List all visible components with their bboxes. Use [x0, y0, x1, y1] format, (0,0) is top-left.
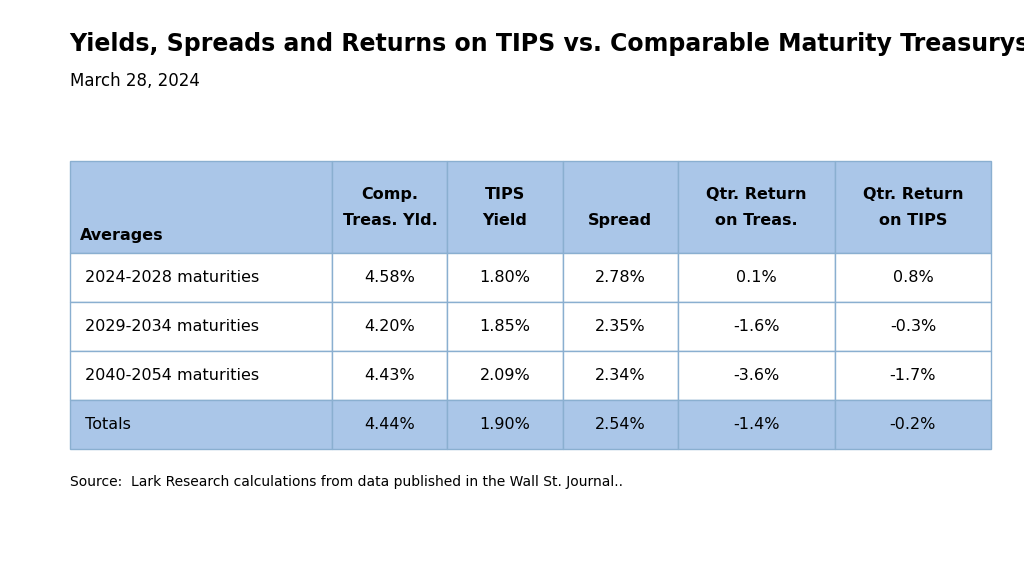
Text: -1.7%: -1.7%	[890, 368, 936, 384]
Text: Averages: Averages	[80, 228, 164, 243]
Text: 4.44%: 4.44%	[365, 417, 416, 433]
Text: 2029-2034 maturities: 2029-2034 maturities	[80, 319, 259, 335]
Text: 1.80%: 1.80%	[479, 270, 530, 286]
Text: on TIPS: on TIPS	[879, 213, 947, 228]
Text: -1.4%: -1.4%	[733, 417, 779, 433]
Text: March 28, 2024: March 28, 2024	[70, 72, 200, 90]
Text: Qtr. Return: Qtr. Return	[862, 187, 964, 202]
Text: 2024-2028 maturities: 2024-2028 maturities	[80, 270, 259, 286]
Text: 4.58%: 4.58%	[365, 270, 416, 286]
Text: Totals: Totals	[80, 417, 131, 433]
Text: -3.6%: -3.6%	[733, 368, 779, 384]
Text: 4.20%: 4.20%	[365, 319, 416, 335]
Text: -0.3%: -0.3%	[890, 319, 936, 335]
Text: -0.2%: -0.2%	[890, 417, 936, 433]
Text: Spread: Spread	[588, 213, 652, 228]
Text: on Treas.: on Treas.	[715, 213, 798, 228]
Text: 0.1%: 0.1%	[736, 270, 776, 286]
Text: 1.85%: 1.85%	[479, 319, 530, 335]
Text: 2.34%: 2.34%	[595, 368, 645, 384]
Text: Source:  Lark Research calculations from data published in the Wall St. Journal.: Source: Lark Research calculations from …	[70, 475, 623, 489]
Text: 2.78%: 2.78%	[595, 270, 646, 286]
Text: Yield: Yield	[482, 213, 527, 228]
Text: 0.8%: 0.8%	[893, 270, 933, 286]
Text: 4.43%: 4.43%	[365, 368, 415, 384]
Text: Qtr. Return: Qtr. Return	[706, 187, 807, 202]
Text: 2.35%: 2.35%	[595, 319, 645, 335]
Text: 2.54%: 2.54%	[595, 417, 646, 433]
Text: TIPS: TIPS	[485, 187, 525, 202]
Text: 2.09%: 2.09%	[479, 368, 530, 384]
Text: 1.90%: 1.90%	[479, 417, 530, 433]
Text: -1.6%: -1.6%	[733, 319, 779, 335]
Text: Treas. Yld.: Treas. Yld.	[342, 213, 437, 228]
Text: 2040-2054 maturities: 2040-2054 maturities	[80, 368, 259, 384]
Text: Yields, Spreads and Returns on TIPS vs. Comparable Maturity Treasurys: Yields, Spreads and Returns on TIPS vs. …	[70, 32, 1024, 56]
Text: Comp.: Comp.	[361, 187, 419, 202]
